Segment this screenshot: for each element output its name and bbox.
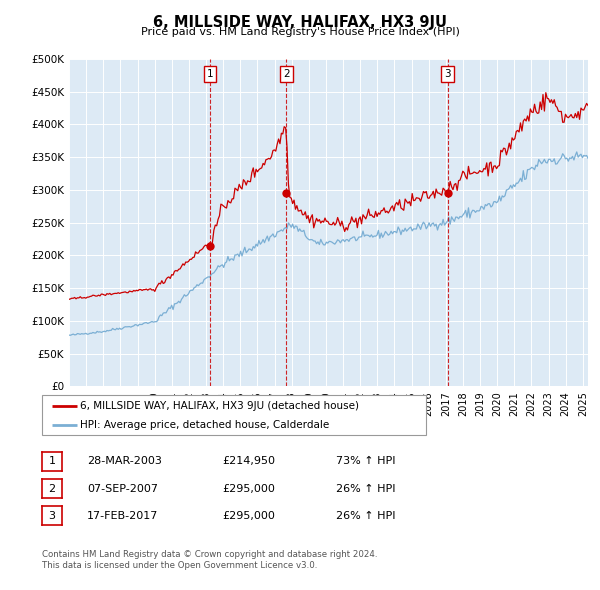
Text: Price paid vs. HM Land Registry's House Price Index (HPI): Price paid vs. HM Land Registry's House …	[140, 27, 460, 37]
Text: 6, MILLSIDE WAY, HALIFAX, HX3 9JU (detached house): 6, MILLSIDE WAY, HALIFAX, HX3 9JU (detac…	[80, 401, 359, 411]
Text: £295,000: £295,000	[222, 511, 275, 520]
Text: This data is licensed under the Open Government Licence v3.0.: This data is licensed under the Open Gov…	[42, 561, 317, 570]
Text: £295,000: £295,000	[222, 484, 275, 493]
Text: 1: 1	[206, 69, 213, 78]
Text: Contains HM Land Registry data © Crown copyright and database right 2024.: Contains HM Land Registry data © Crown c…	[42, 550, 377, 559]
Text: 17-FEB-2017: 17-FEB-2017	[87, 511, 158, 520]
Text: 28-MAR-2003: 28-MAR-2003	[87, 457, 162, 466]
Text: 26% ↑ HPI: 26% ↑ HPI	[336, 511, 395, 520]
Text: 26% ↑ HPI: 26% ↑ HPI	[336, 484, 395, 493]
Text: 6, MILLSIDE WAY, HALIFAX, HX3 9JU: 6, MILLSIDE WAY, HALIFAX, HX3 9JU	[153, 15, 447, 30]
Text: 1: 1	[49, 457, 55, 466]
Text: 73% ↑ HPI: 73% ↑ HPI	[336, 457, 395, 466]
Text: £214,950: £214,950	[222, 457, 275, 466]
Text: 07-SEP-2007: 07-SEP-2007	[87, 484, 158, 493]
Text: 3: 3	[445, 69, 451, 78]
FancyBboxPatch shape	[42, 395, 426, 435]
Text: 3: 3	[49, 511, 55, 520]
Text: 2: 2	[49, 484, 55, 493]
Text: HPI: Average price, detached house, Calderdale: HPI: Average price, detached house, Cald…	[80, 419, 329, 430]
Text: 2: 2	[283, 69, 290, 78]
